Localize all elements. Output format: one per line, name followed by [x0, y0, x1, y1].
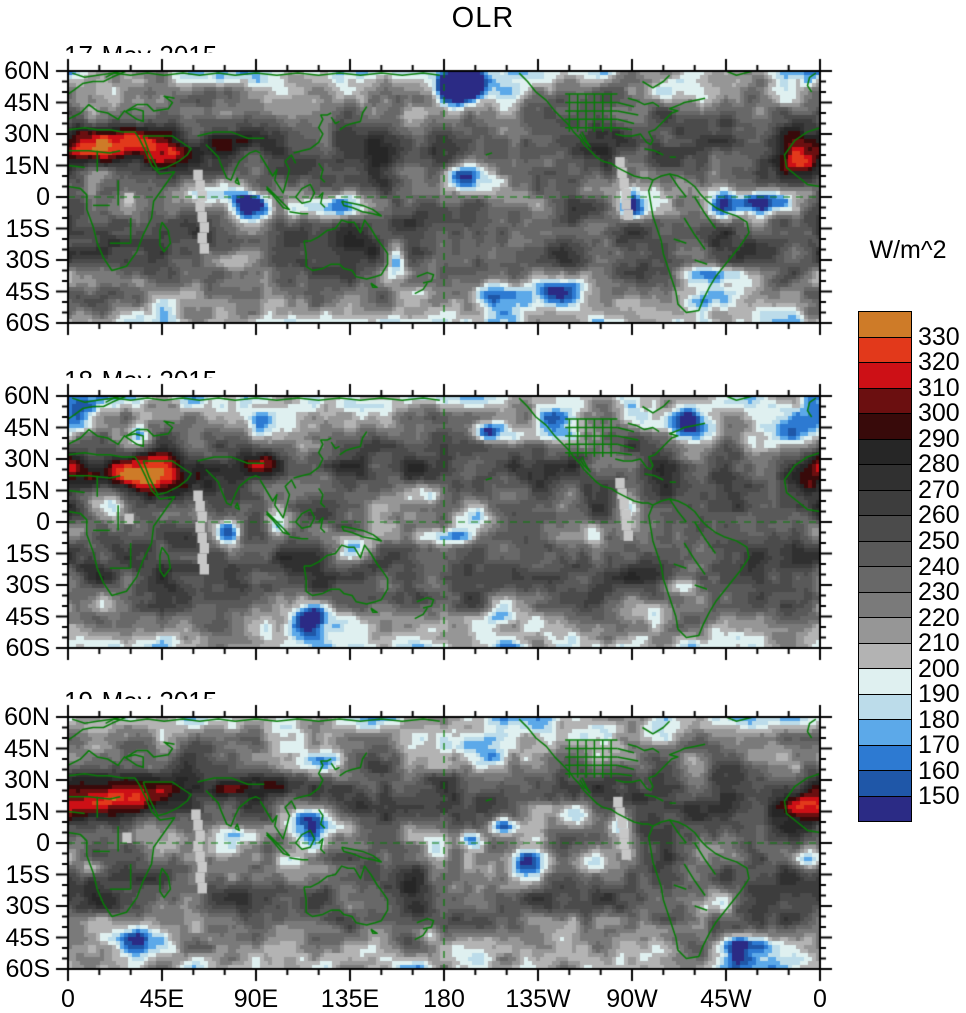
figure-title: OLR — [451, 2, 515, 34]
y-tick-label: 30N — [4, 766, 50, 794]
y-tick-label: 45N — [4, 413, 50, 442]
colorbar-cell — [859, 720, 911, 746]
y-tick-label: 45S — [5, 923, 50, 952]
colorbar-cell — [859, 694, 911, 720]
x-tick-label: 90W — [606, 985, 658, 1013]
colorbar-cell — [859, 541, 911, 567]
y-tick-label: 45S — [5, 277, 50, 306]
colorbar-cell — [859, 414, 911, 440]
y-tick-label: 15N — [4, 151, 50, 180]
y-tick-label: 60N — [4, 57, 50, 85]
x-tick-label: 180 — [423, 985, 465, 1013]
colorbar-cell — [859, 465, 911, 491]
y-tick-label: 45N — [4, 734, 50, 763]
y-tick-label: 45S — [5, 602, 50, 631]
y-tick-label: 60S — [5, 634, 50, 662]
olr-map-canvas-17-may-2015 — [50, 53, 838, 341]
x-tick-label: 45E — [139, 985, 185, 1013]
colorbar-tick-label: 160 — [918, 756, 960, 785]
olr-map-canvas-19-may-2015 — [50, 699, 838, 987]
colorbar-cell — [859, 490, 911, 516]
y-tick-label: 30S — [5, 571, 50, 599]
y-tick-label: 0 — [36, 829, 50, 857]
y-tick-label: 30N — [4, 120, 50, 148]
y-tick-label: 60S — [5, 955, 50, 983]
y-tick-label: 60N — [4, 382, 50, 410]
colorbar-tick-label: 240 — [918, 552, 960, 581]
x-tick-label: 45W — [700, 985, 752, 1013]
colorbar-cell — [859, 337, 911, 363]
colorbar-cell — [859, 669, 911, 695]
colorbar-cell — [859, 745, 911, 771]
colorbar-cell — [859, 643, 911, 669]
colorbar-cell — [859, 796, 911, 821]
colorbar-tick-label: 330 — [918, 322, 960, 351]
colorbar-cell — [859, 312, 911, 338]
colorbar-cell — [859, 567, 911, 593]
colorbar-cell — [859, 618, 911, 644]
y-tick-label: 30S — [5, 246, 50, 274]
x-tick-label: 0 — [813, 985, 827, 1013]
y-tick-label: 15N — [4, 476, 50, 505]
olr-map-canvas-18-may-2015 — [50, 378, 838, 666]
colorbar-tick-label: 280 — [918, 450, 960, 479]
colorbar-tick-label: 290 — [918, 424, 960, 453]
colorbar-unit-label: W/m^2 — [869, 236, 947, 264]
y-tick-label: 0 — [36, 508, 50, 536]
colorbar-cell — [859, 771, 911, 797]
colorbar-tick-label: 220 — [918, 603, 960, 632]
colorbar-tick-label: 150 — [918, 782, 960, 811]
colorbar-cell — [859, 592, 911, 618]
colorbar-tick-label: 260 — [918, 501, 960, 530]
colorbar — [858, 311, 912, 822]
y-tick-label: 30S — [5, 892, 50, 920]
x-tick-label: 0 — [61, 985, 75, 1013]
colorbar-tick-label: 310 — [918, 373, 960, 402]
colorbar-tick-label: 230 — [918, 578, 960, 607]
colorbar-tick-label: 190 — [918, 680, 960, 709]
y-tick-label: 15S — [5, 860, 50, 889]
x-tick-label: 135E — [320, 985, 380, 1013]
y-tick-label: 60N — [4, 703, 50, 731]
colorbar-tick-label: 180 — [918, 705, 960, 734]
colorbar-cell — [859, 388, 911, 414]
colorbar-tick-label: 270 — [918, 475, 960, 504]
y-tick-label: 15N — [4, 797, 50, 826]
colorbar-tick-label: 170 — [918, 731, 960, 760]
colorbar-cell — [859, 516, 911, 542]
colorbar-tick-label: 200 — [918, 654, 960, 683]
colorbar-tick-label: 210 — [918, 629, 960, 658]
y-tick-label: 45N — [4, 88, 50, 117]
y-tick-label: 60S — [5, 309, 50, 337]
x-tick-label: 90E — [233, 985, 279, 1013]
colorbar-tick-label: 300 — [918, 399, 960, 428]
colorbar-tick-label: 250 — [918, 526, 960, 555]
y-tick-label: 0 — [36, 183, 50, 211]
y-tick-label: 15S — [5, 214, 50, 243]
colorbar-tick-label: 320 — [918, 348, 960, 377]
colorbar-cell — [859, 363, 911, 389]
y-tick-label: 30N — [4, 445, 50, 473]
y-tick-label: 15S — [5, 539, 50, 568]
colorbar-cell — [859, 439, 911, 465]
x-tick-label: 135W — [505, 985, 571, 1013]
